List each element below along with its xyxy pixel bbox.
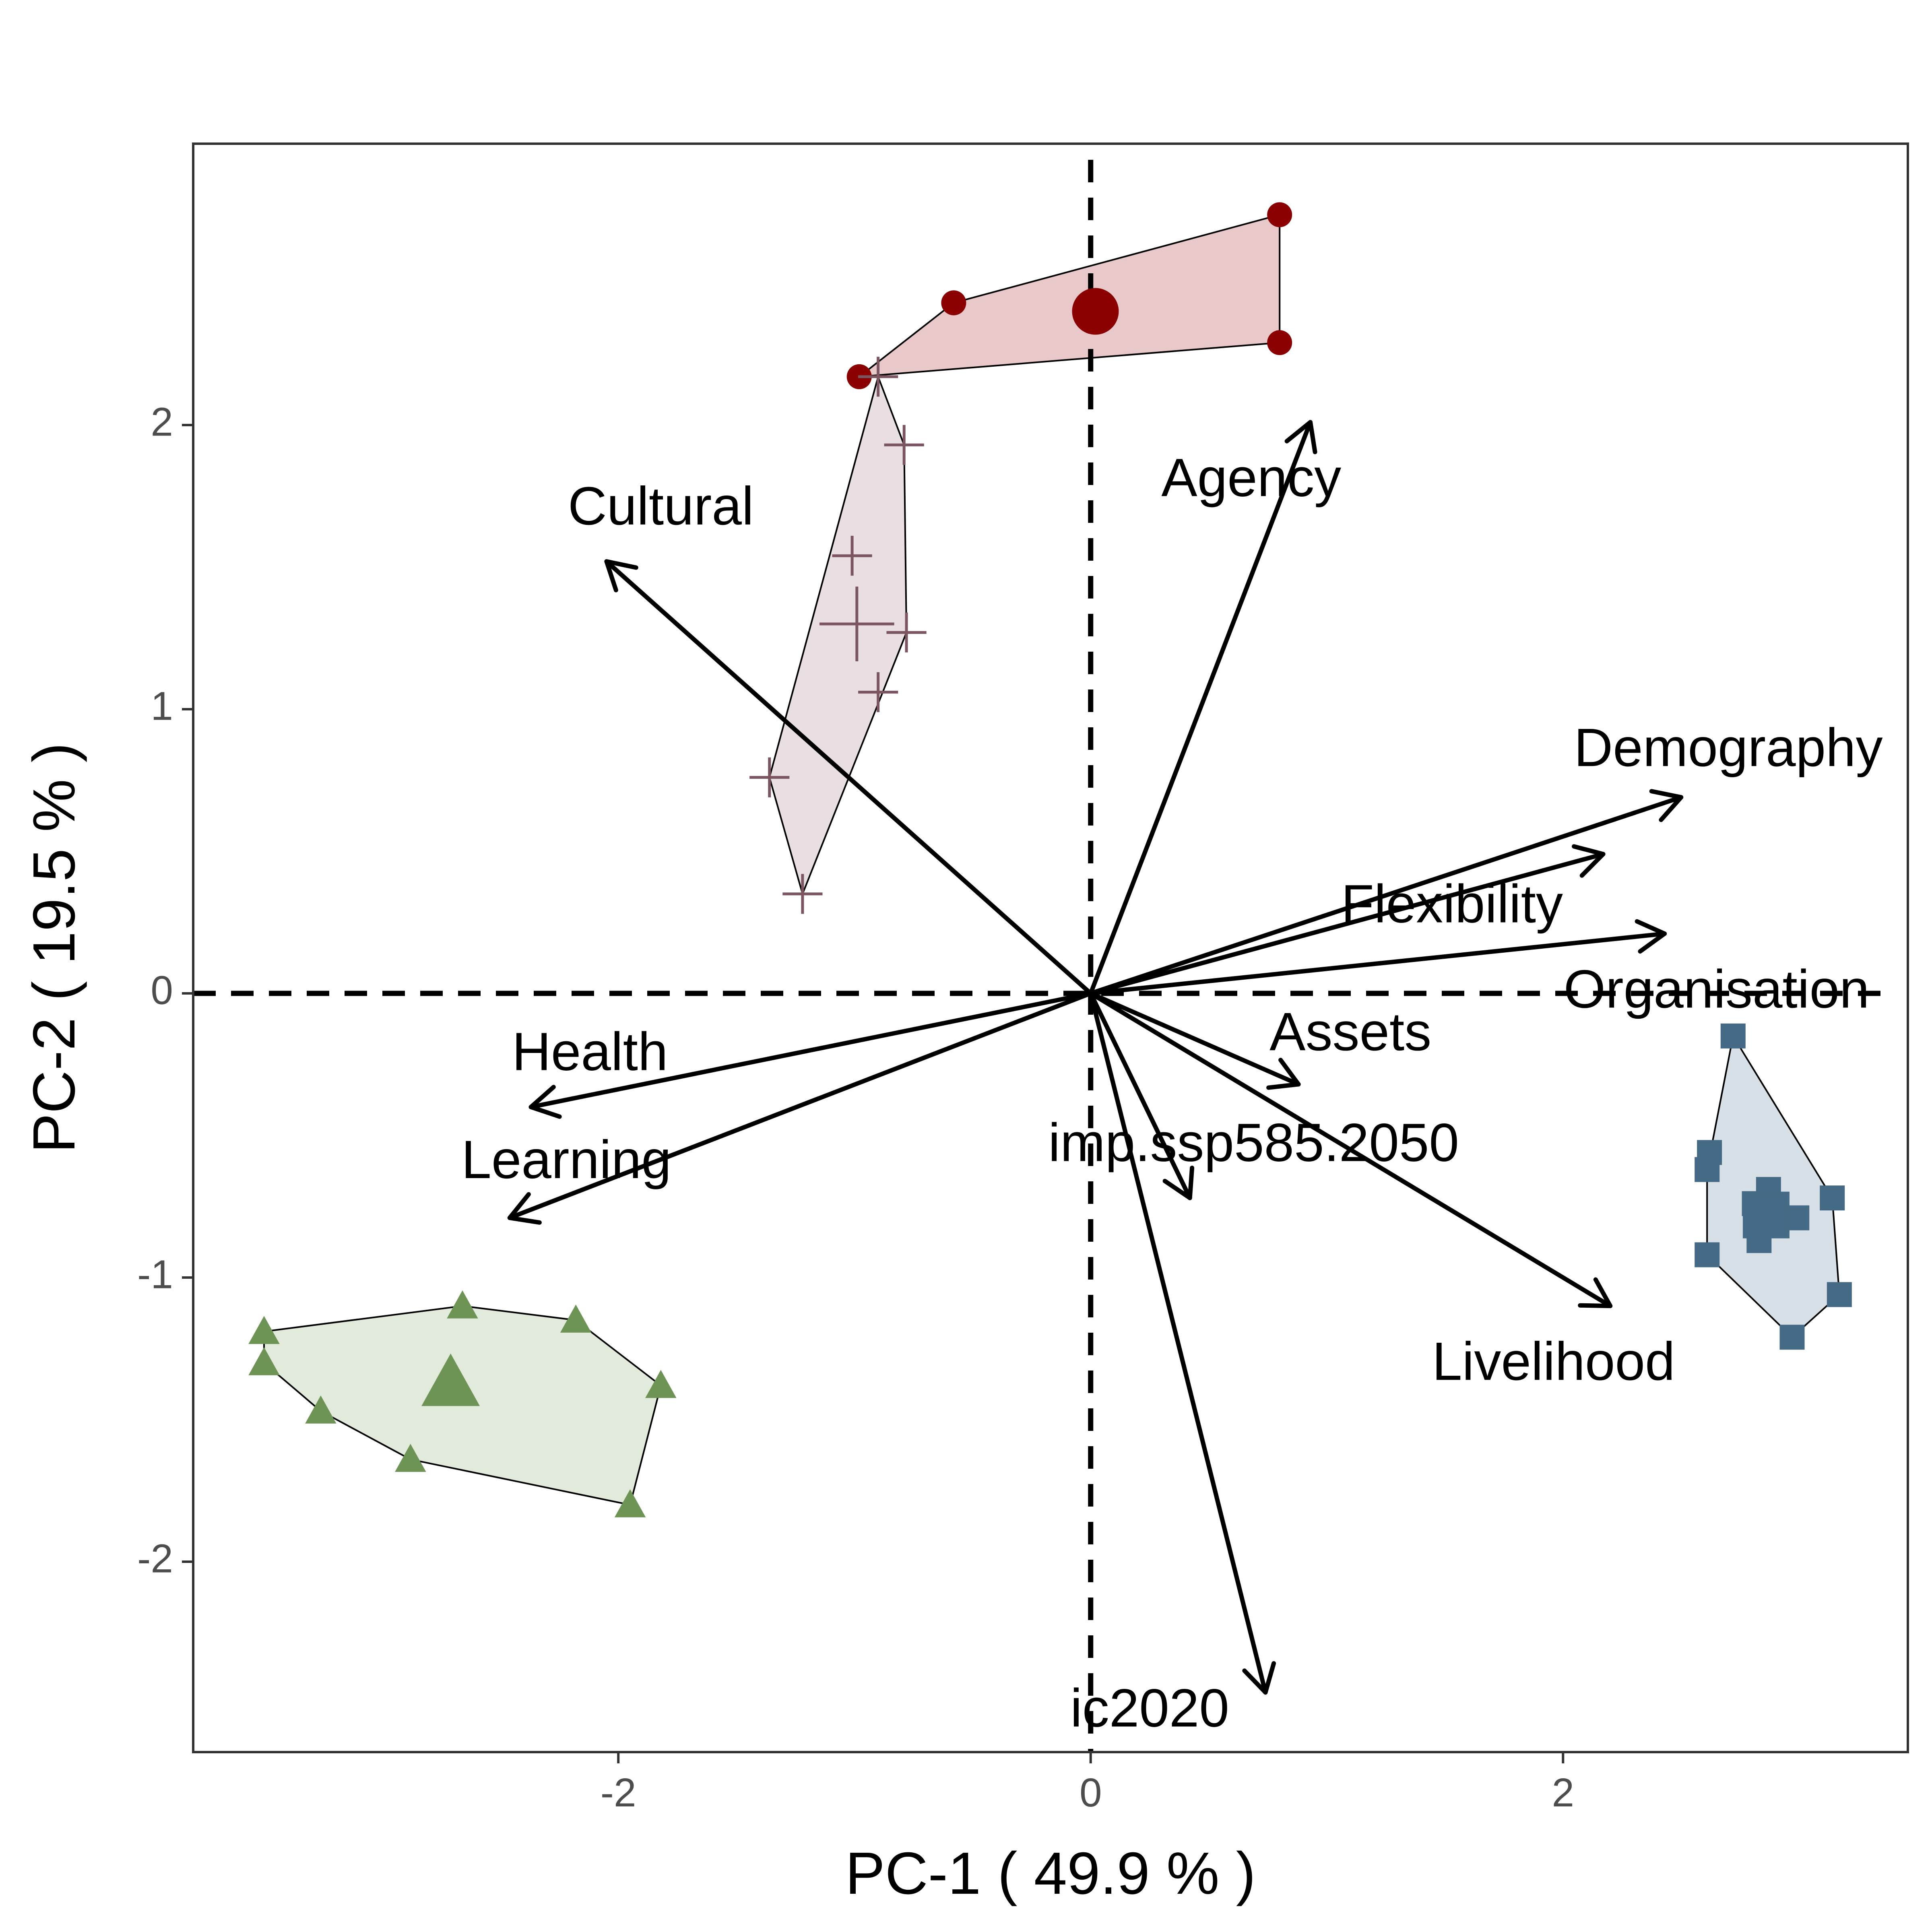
loading-arrowhead-agency	[1284, 420, 1317, 454]
loading-label-ic2020: ic2020	[1070, 1678, 1229, 1738]
loading-label-assets: Assets	[1269, 1002, 1431, 1062]
group-3-centroid	[1742, 1191, 1790, 1238]
loading-arrowhead-demography	[1649, 789, 1684, 822]
x-axis-title: PC-1 ( 49.9 % )	[845, 1840, 1256, 1907]
loading-arrowhead-imp-ssp585-2050	[1162, 1166, 1195, 1200]
y-tick-label: 2	[151, 399, 173, 444]
loading-arrows	[507, 420, 1684, 1695]
y-tick-label: -1	[137, 1252, 173, 1297]
group-1-point	[1267, 330, 1292, 355]
group-4-point	[447, 1290, 478, 1319]
group-4-point	[560, 1305, 592, 1333]
y-tick-label: -2	[137, 1536, 173, 1581]
x-tick-label: -2	[601, 1770, 636, 1815]
loading-arrowhead-ic2020	[1242, 1661, 1276, 1695]
group-2-point	[884, 425, 924, 465]
group-4-point	[395, 1444, 426, 1472]
x-tick-label: 2	[1552, 1770, 1574, 1815]
group-2-point	[832, 536, 872, 576]
loading-arrow-imp-ssp585-2050	[1088, 991, 1192, 1200]
loading-label-flexibility: Flexibility	[1341, 874, 1563, 934]
group-4-point	[645, 1370, 677, 1398]
y-tick-label: 1	[151, 683, 173, 729]
loading-arrow-agency	[1088, 420, 1313, 996]
group-4-point	[614, 1489, 646, 1517]
loading-arrow-assets	[1088, 991, 1301, 1087]
group-2-point	[782, 874, 823, 914]
group-3-point	[1820, 1185, 1845, 1211]
reference-lines	[193, 160, 1892, 1752]
loading-label-learning: Learning	[461, 1130, 671, 1190]
loading-label-cultural: Cultural	[568, 476, 754, 536]
group-3-point	[1695, 1242, 1720, 1267]
group-3-point	[1779, 1325, 1805, 1350]
loading-arrow-demography	[1088, 795, 1684, 996]
group-1-point	[941, 290, 966, 316]
group-4-point	[248, 1316, 280, 1344]
loading-arrow-livelihood	[1088, 991, 1613, 1309]
loading-arrow-cultural	[604, 559, 1093, 996]
group-2-point	[886, 612, 927, 652]
loading-arrow-ic2020	[1088, 991, 1268, 1695]
score-points	[248, 202, 1852, 1517]
group-2-point	[749, 757, 790, 797]
group-4-centroid	[421, 1353, 480, 1406]
loading-arrow-learning	[507, 991, 1093, 1220]
axis-tick-labels: -2 0 2 -2 -1 0 1 2	[137, 399, 1574, 1815]
loading-arrowhead-cultural	[604, 559, 638, 592]
group-4-point	[305, 1395, 336, 1424]
loading-label-organisation: Organisation	[1564, 959, 1870, 1019]
loading-label-health: Health	[512, 1022, 668, 1082]
panel-border	[192, 142, 1909, 1753]
loading-arrow-organisation	[1088, 931, 1667, 996]
loading-label-livelihood: Livelihood	[1432, 1331, 1675, 1391]
loading-arrow-flexibility	[1088, 852, 1606, 996]
group-4-point	[248, 1347, 280, 1375]
loading-arrowhead-learning	[507, 1192, 542, 1225]
loading-labels: Agency Cultural Demography FlexibilityOrgan…	[461, 448, 1882, 1738]
group-1-centroid	[1072, 288, 1119, 335]
x-tick-label: 0	[1080, 1770, 1102, 1815]
group-1-point	[1267, 202, 1292, 227]
loading-label-demography: Demography	[1574, 718, 1882, 778]
axis-ticks	[182, 423, 1565, 1763]
y-axis-title: PC-2 ( 19.5 % )	[21, 743, 87, 1153]
group-2-point	[858, 357, 898, 397]
loading-arrowhead-flexibility	[1572, 844, 1606, 878]
loading-label-agency: Agency	[1161, 448, 1341, 508]
loading-arrow-health	[528, 991, 1093, 1109]
group-2-centroid	[819, 586, 894, 661]
loading-arrowhead-health	[528, 1085, 562, 1119]
loading-arrowhead-assets	[1266, 1058, 1301, 1090]
group-2-hull	[768, 376, 908, 895]
loading-arrowhead-organisation	[1635, 919, 1667, 954]
group-2-point	[858, 672, 898, 712]
y-tick-label: 0	[151, 968, 173, 1013]
group-3-point	[1827, 1282, 1852, 1307]
loading-label-imp-ssp585-2050: imp.ssp585.2050	[1048, 1113, 1459, 1173]
loading-arrowhead-livelihood	[1578, 1277, 1613, 1309]
group-3-point	[1720, 1023, 1746, 1049]
group-3-point	[1695, 1157, 1720, 1182]
